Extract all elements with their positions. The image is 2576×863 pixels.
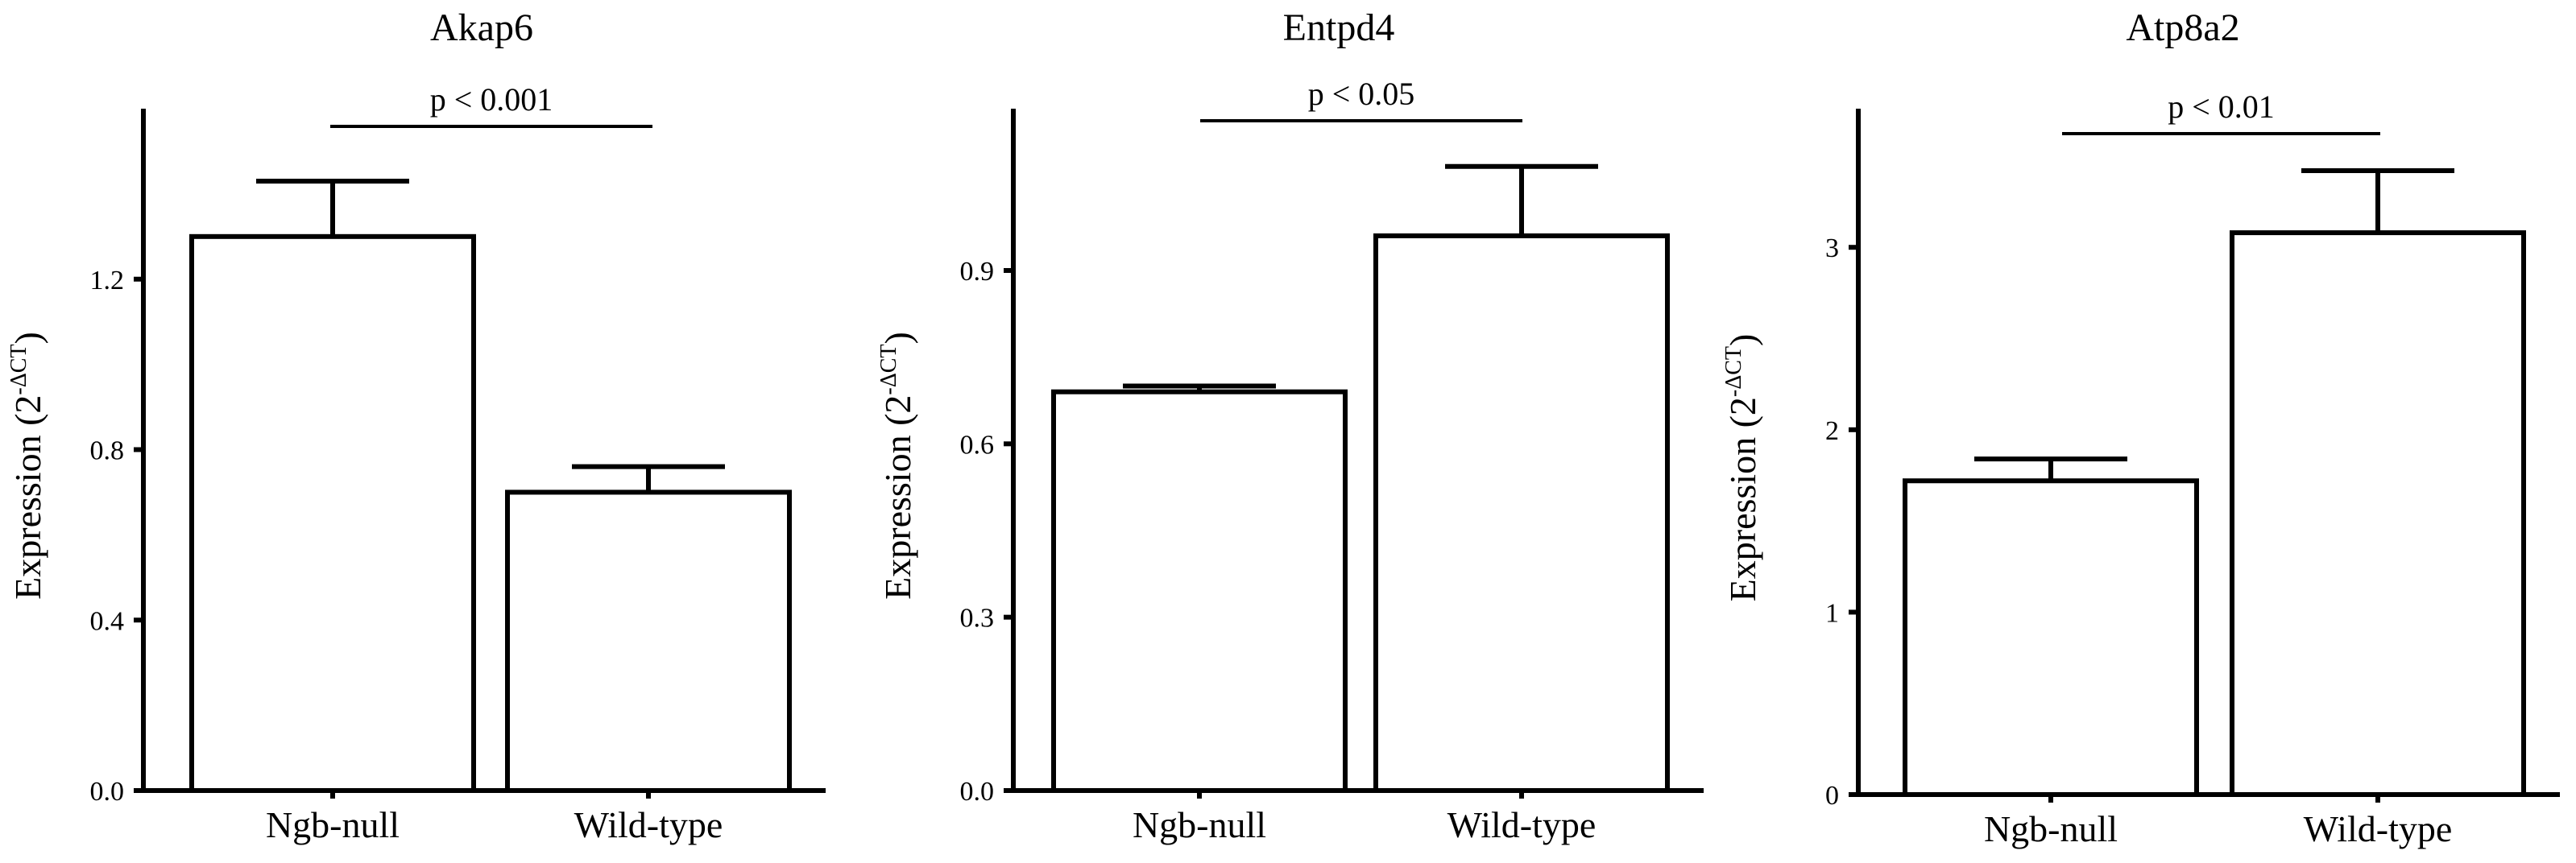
y-axis-label-exponent: -ΔCT	[6, 344, 31, 394]
significance-label: p < 0.01	[2168, 89, 2275, 125]
y-tick-label: 0	[1825, 781, 1839, 811]
y-tick-label: 0.0	[90, 777, 125, 807]
x-category-label: Ngb-null	[266, 804, 400, 845]
x-category-label: Wild-type	[1447, 804, 1597, 845]
x-category-label: Wild-type	[574, 804, 723, 845]
chart-panel-2: Entpd4 0.0 0.3 0.6 0.9 Expression (2-ΔCT) Ngb-…	[876, 6, 1704, 845]
x-category-label: Ngb-null	[1133, 804, 1266, 845]
y-axis-label-text: Expression (2	[7, 395, 48, 600]
y-tick-label: 3	[1825, 233, 1839, 263]
bar-wild-type	[505, 489, 792, 793]
y-tick-label: 0.9	[960, 257, 995, 287]
y-tick-label: 2	[1825, 416, 1839, 446]
bar-ngb-null	[1051, 389, 1348, 793]
bar-ngb-null	[1903, 478, 2199, 797]
y-axis-label-close: )	[7, 332, 48, 344]
chart-panel-1: Akap6 0.0 0.4 0.8 1.2 Expression (2-ΔCT) Ngb-n…	[6, 6, 826, 845]
y-axis-label: Expression (2-ΔCT)	[6, 332, 48, 600]
y-axis-label-exponent: -ΔCT	[876, 344, 901, 394]
x-category-label: Ngb-null	[1984, 808, 2118, 849]
chart-title: Entpd4	[1283, 6, 1395, 49]
bar-wild-type	[2230, 230, 2526, 798]
y-axis-label-text: Expression (2	[1722, 397, 1763, 601]
y-axis-label-close: )	[877, 332, 918, 344]
y-tick-label: 1.2	[90, 266, 125, 295]
y-tick-label: 0.8	[90, 436, 125, 466]
y-axis-label-close: )	[1722, 334, 1763, 346]
y-axis-label-text: Expression (2	[877, 395, 918, 600]
y-tick-label: 0.3	[960, 604, 995, 634]
chart-title: Akap6	[430, 6, 533, 49]
y-tick-label: 0.4	[90, 606, 125, 636]
x-category-label: Wild-type	[2304, 808, 2453, 849]
y-tick-label: 1	[1825, 598, 1839, 628]
bar-wild-type	[1373, 233, 1670, 793]
chart-title: Atp8a2	[2126, 6, 2239, 49]
y-tick-label: 0.6	[960, 430, 995, 460]
y-axis-label: Expression (2-ΔCT)	[1721, 334, 1763, 602]
chart-panel-3: Atp8a2 0 1 2 3 Expression (2-ΔCT) Ngb-null Wild…	[1721, 6, 2560, 849]
bar-ngb-null	[189, 233, 476, 793]
significance-label: p < 0.001	[430, 81, 553, 118]
significance-label: p < 0.05	[1308, 76, 1415, 112]
y-axis-label: Expression (2-ΔCT)	[876, 332, 918, 600]
y-axis-label-exponent: -ΔCT	[1721, 346, 1746, 397]
y-tick-label: 0.0	[960, 777, 995, 807]
